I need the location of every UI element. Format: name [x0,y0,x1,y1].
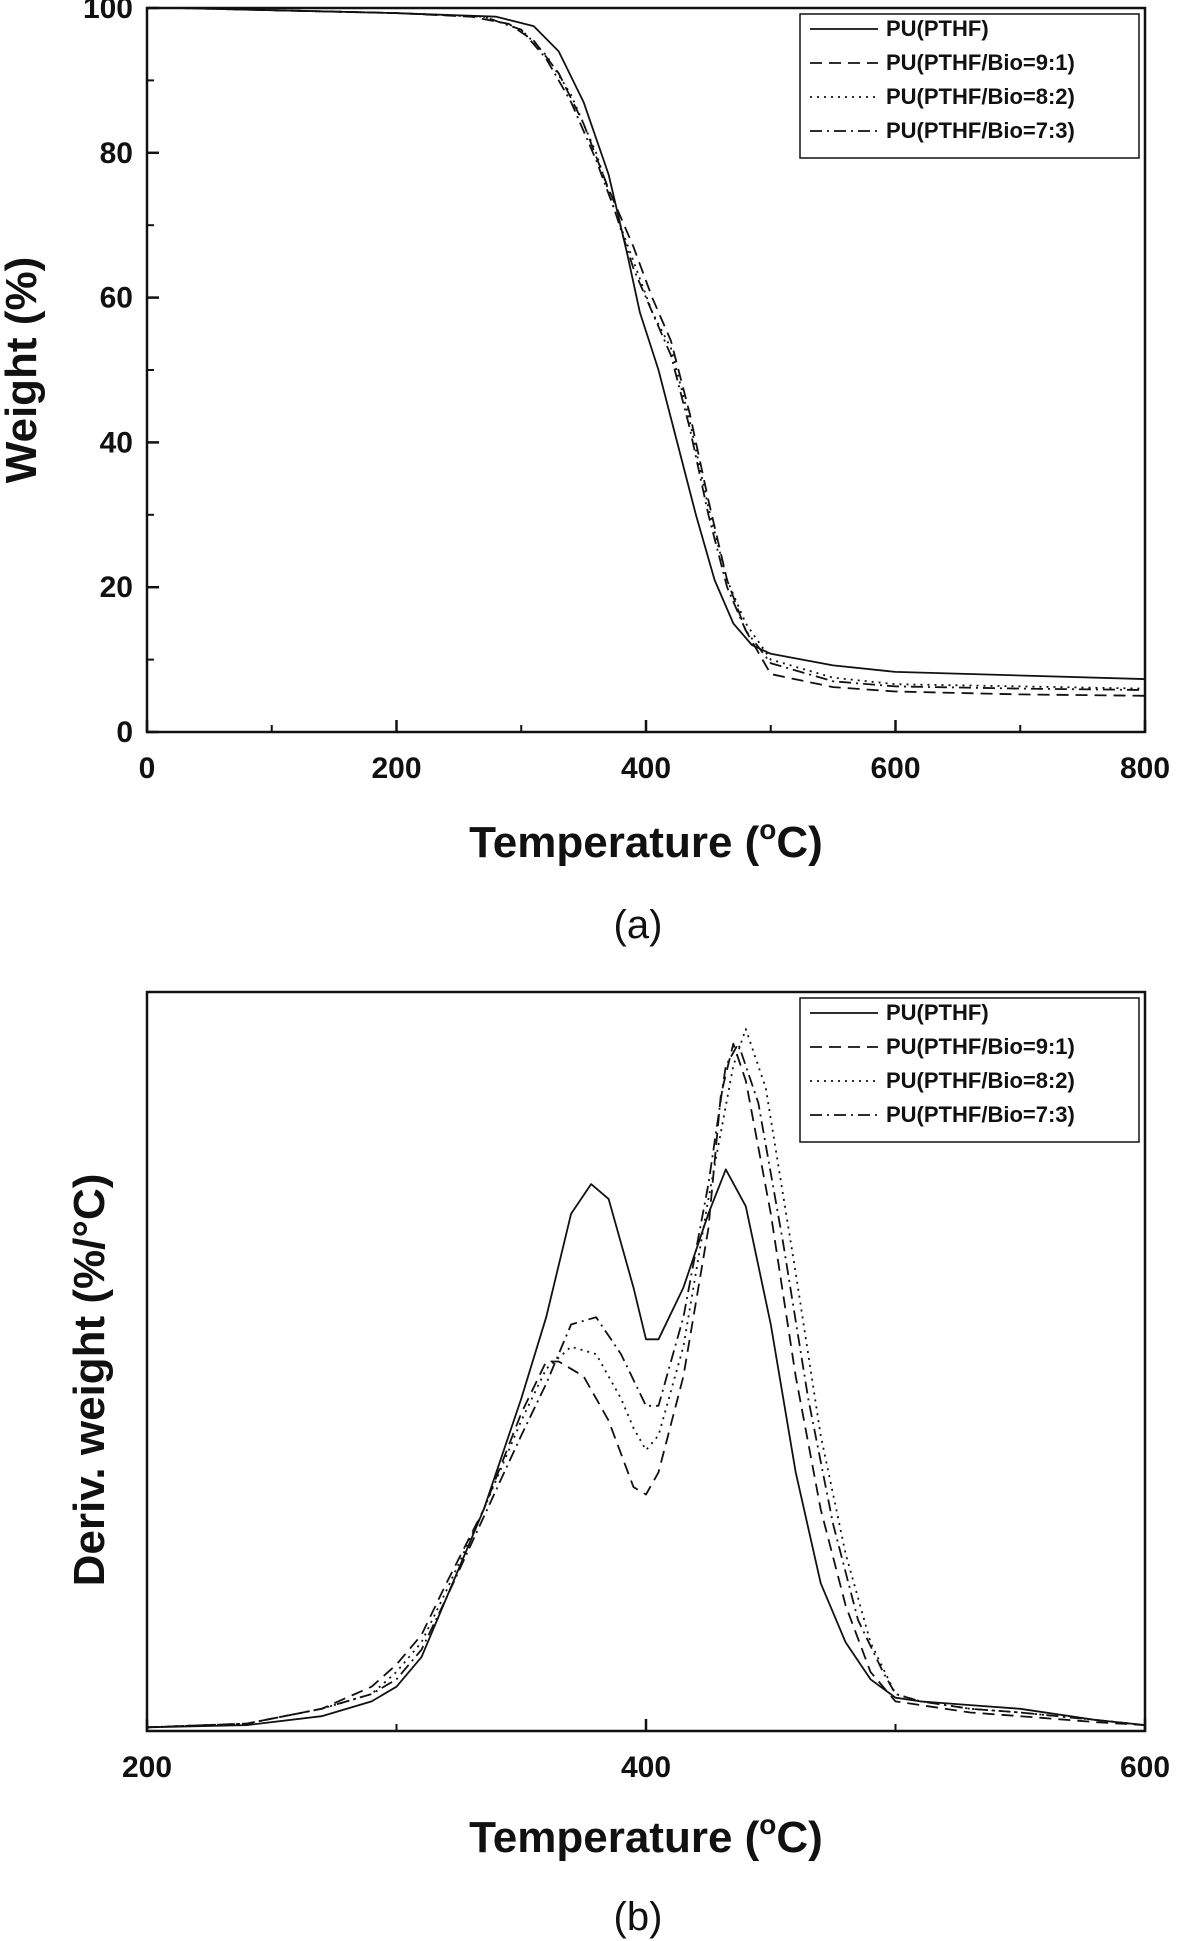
series-line-2 [146,1042,1146,1729]
panel-b-x-axis-label: Temperature (oC) [469,1809,823,1862]
x-tick-label: 0 [139,752,156,785]
x-tick-label: 800 [1120,752,1170,785]
legend-entry-1: PU(PTHF) [886,1000,989,1025]
panel-a-x-ticks: 0 200 400 600 800 [139,720,1170,785]
panel-b-legend: PU(PTHF) PU(PTHF/Bio=9:1) PU(PTHF/Bio=8:2)… [799,997,1140,1143]
x-tick-label: 400 [621,752,671,785]
legend-entry-4: PU(PTHF/Bio=7:3) [886,118,1075,143]
panel-b-x-ticks: 200 400 600 [122,1719,1170,1784]
panel-a-y-ticks: 0 20 40 60 80 100 [83,0,159,749]
series-line-1 [178,7,1146,680]
panel-b-x-axis-label-unit: C) [776,1813,822,1862]
y-tick-label: 20 [100,571,133,604]
panel-b-chart: 200 400 600 Deriv. weight (%/°C) Temperatu… [65,990,1170,1939]
x-tick-label: 600 [1120,1751,1170,1784]
legend-entry-3: PU(PTHF/Bio=8:2) [886,84,1075,109]
series-line-4 [178,7,1146,691]
legend-box [799,13,1140,159]
panel-b-y-axis-label: Deriv. weight (%/°C) [65,1174,114,1587]
panel-b-x-axis-label-degree: o [759,1809,776,1840]
legend-entry-3: PU(PTHF/Bio=8:2) [886,1068,1075,1093]
legend-entry-2: PU(PTHF/Bio=9:1) [886,1034,1075,1059]
legend-entry-1: PU(PTHF) [886,16,989,41]
panel-a-series-lines [178,7,1146,697]
panel-a-x-axis-label-unit: C) [776,818,822,867]
panel-a-x-axis-label-main: Temperature ( [469,818,759,867]
panel-a-chart: 0 200 400 600 800 0 20 40 60 80 100 Weight (%) Te… [0,0,1170,947]
x-tick-label: 200 [371,752,421,785]
panel-a-x-axis-label: Temperature (oC) [469,814,823,867]
panel-a-x-axis-label-degree: o [759,814,776,845]
legend-box [799,997,1140,1143]
y-tick-label: 100 [83,0,133,25]
legend-entry-2: PU(PTHF/Bio=9:1) [886,50,1075,75]
x-tick-label: 400 [621,1751,671,1784]
panel-a-legend: PU(PTHF) PU(PTHF/Bio=9:1) PU(PTHF/Bio=8:2)… [799,13,1140,159]
series-line-4 [146,1042,1146,1729]
series-line-2 [178,7,1146,697]
panel-a-y-axis-label: Weight (%) [0,257,46,484]
panel-a-label: (a) [614,903,663,947]
y-tick-label: 0 [116,716,133,749]
panel-b-series-lines [146,1028,1146,1729]
panel-b-label: (b) [614,1895,663,1939]
x-tick-label: 200 [122,1751,172,1784]
x-tick-label: 600 [870,752,920,785]
y-tick-label: 40 [100,426,133,459]
y-tick-label: 60 [100,282,133,315]
legend-entry-4: PU(PTHF/Bio=7:3) [886,1102,1075,1127]
series-line-1 [146,1168,1146,1729]
y-tick-label: 80 [100,137,133,170]
panel-b-x-axis-label-main: Temperature ( [469,1813,759,1862]
